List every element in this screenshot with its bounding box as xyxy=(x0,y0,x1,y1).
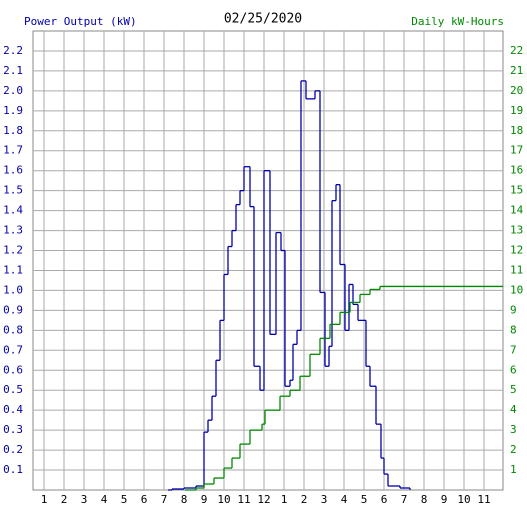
x-tick-label: 1 xyxy=(41,493,48,506)
x-tick-label: 11 xyxy=(237,493,250,506)
y-tick-label: 0.6 xyxy=(3,363,23,376)
y-tick-label: 2.2 xyxy=(3,44,23,57)
x-tick-label: 2 xyxy=(301,493,308,506)
x-tick-label: 10 xyxy=(217,493,230,506)
plot-area xyxy=(32,30,504,491)
y-tick-label: 1.9 xyxy=(3,104,23,117)
y2-tick-label: 5 xyxy=(510,383,517,396)
y2-tick-label: 22 xyxy=(510,44,523,57)
x-tick-label: 2 xyxy=(61,493,68,506)
y-tick-label: 0.5 xyxy=(3,383,23,396)
x-tick-label: 6 xyxy=(141,493,148,506)
x-tick-label: 12 xyxy=(257,493,270,506)
y2-tick-label: 14 xyxy=(510,204,524,217)
x-tick-label: 5 xyxy=(121,493,128,506)
x-tick-label: 11 xyxy=(477,493,490,506)
x-tick-label: 4 xyxy=(341,493,348,506)
y-axis-label: Power Output (kW) xyxy=(24,15,137,28)
x-tick-label: 5 xyxy=(361,493,368,506)
y-tick-label: 2.0 xyxy=(3,84,23,97)
y-tick-label: 1.4 xyxy=(3,204,23,217)
y-tick-label: 0.4 xyxy=(3,403,23,416)
x-tick-label: 7 xyxy=(401,493,408,506)
y-tick-label: 1.0 xyxy=(3,283,23,296)
x-tick-label: 7 xyxy=(161,493,168,506)
y-tick-label: 0.2 xyxy=(3,443,23,456)
y2-tick-label: 16 xyxy=(510,164,523,177)
y2-tick-label: 4 xyxy=(510,403,517,416)
y2-tick-label: 3 xyxy=(510,423,517,436)
y2-axis-label: Daily kW-Hours xyxy=(411,15,504,28)
y-tick-label: 1.5 xyxy=(3,184,23,197)
chart-title: 02/25/2020 xyxy=(224,12,302,27)
y2-tick-label: 13 xyxy=(510,224,523,237)
y-tick-label: 0.8 xyxy=(3,323,23,336)
y2-tick-label: 21 xyxy=(510,64,523,77)
y-tick-label: 0.7 xyxy=(3,343,23,356)
y2-tick-label: 19 xyxy=(510,104,523,117)
y2-tick-label: 1 xyxy=(510,463,517,476)
x-tick-label: 9 xyxy=(201,493,208,506)
x-tick-label: 4 xyxy=(101,493,108,506)
y2-tick-label: 17 xyxy=(510,144,523,157)
y2-tick-label: 15 xyxy=(510,184,523,197)
y-tick-label: 1.8 xyxy=(3,124,23,137)
y-tick-label: 2.1 xyxy=(3,64,23,77)
y-tick-label: 0.1 xyxy=(3,463,23,476)
y2-tick-label: 9 xyxy=(510,303,517,316)
y2-tick-label: 8 xyxy=(510,323,517,336)
y-tick-label: 1.3 xyxy=(3,224,23,237)
y2-tick-label: 7 xyxy=(510,343,517,356)
y2-tick-label: 6 xyxy=(510,363,517,376)
y2-tick-label: 12 xyxy=(510,244,523,257)
y2-tick-label: 20 xyxy=(510,84,523,97)
x-tick-label: 3 xyxy=(81,493,88,506)
x-tick-label: 8 xyxy=(421,493,428,506)
y2-tick-label: 18 xyxy=(510,124,523,137)
y2-tick-label: 11 xyxy=(510,263,523,276)
y-tick-label: 1.2 xyxy=(3,244,23,257)
x-tick-label: 1 xyxy=(281,493,288,506)
x-tick-label: 6 xyxy=(381,493,388,506)
y2-tick-label: 10 xyxy=(510,283,523,296)
x-tick-label: 8 xyxy=(181,493,188,506)
y2-tick-label: 2 xyxy=(510,443,517,456)
y-tick-label: 1.1 xyxy=(3,263,23,276)
y-tick-label: 0.3 xyxy=(3,423,23,436)
x-tick-label: 10 xyxy=(457,493,470,506)
y-tick-label: 1.6 xyxy=(3,164,23,177)
y-tick-label: 1.7 xyxy=(3,144,23,157)
x-tick-label: 9 xyxy=(441,493,448,506)
x-tick-label: 3 xyxy=(321,493,328,506)
y-tick-label: 0.9 xyxy=(3,303,23,316)
